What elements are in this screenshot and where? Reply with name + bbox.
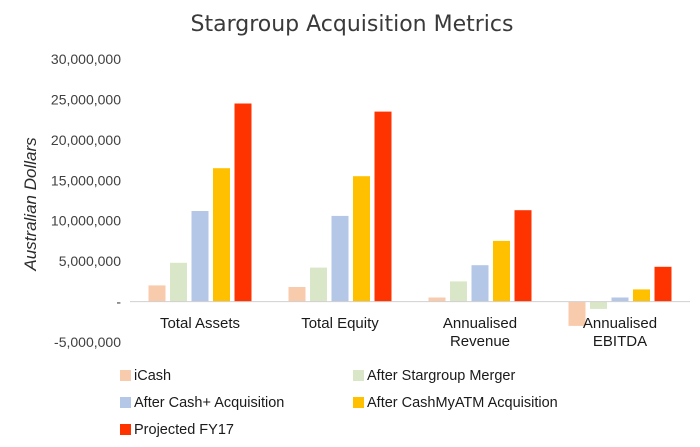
legend-label: After CashMyATM Acquisition (367, 395, 558, 411)
legend-swatch (120, 397, 131, 408)
bar-after-cashmyatm-acquisition (213, 168, 230, 302)
bar-after-cashmyatm-acquisition (633, 289, 650, 302)
bar-icash (428, 297, 446, 302)
y-tick-label: 20,000,000 (51, 132, 121, 148)
bar-after-cash-acquisition (191, 211, 209, 302)
legend-swatch (353, 397, 364, 408)
legend: iCash After Stargroup Merger After Cash+ A… (120, 368, 558, 438)
bar-icash (148, 285, 166, 302)
bar-icash (568, 301, 586, 326)
y-tick-label: 25,000,000 (51, 91, 121, 107)
bar-after-cash-acquisition (331, 215, 349, 302)
bar-after-stargroup-merger (170, 262, 187, 302)
bar-after-cashmyatm-acquisition (353, 176, 370, 302)
y-axis-ticks: 30,000,000 25,000,000 20,000,000 15,000,000… (51, 51, 121, 350)
y-tick-label: 15,000,000 (51, 172, 121, 188)
bar-projected-fy17 (374, 111, 392, 302)
bar-after-cash-acquisition (471, 265, 489, 302)
bars (148, 103, 672, 326)
y-tick-label: 5,000,000 (59, 253, 121, 269)
chart-title: Stargroup Acquisition Metrics (191, 12, 514, 37)
x-tick-label: Annualised (583, 315, 657, 332)
legend-swatch (353, 370, 364, 381)
x-tick-label: Annualised (443, 315, 517, 332)
bar-after-stargroup-merger (450, 281, 467, 302)
legend-label: After Stargroup Merger (367, 368, 515, 384)
bar-projected-fy17 (234, 103, 252, 302)
x-tick-label: EBITDA (593, 333, 647, 350)
bar-after-cashmyatm-acquisition (493, 240, 510, 302)
bar-projected-fy17 (514, 210, 532, 302)
legend-swatch (120, 424, 131, 435)
y-axis-label: Australian Dollars (21, 137, 40, 272)
x-tick-label: Total Assets (160, 315, 240, 332)
legend-label: After Cash+ Acquisition (134, 395, 284, 411)
bar-after-cash-acquisition (611, 297, 629, 302)
bar-icash (288, 287, 306, 302)
x-tick-label: Revenue (450, 333, 510, 350)
legend-swatch (120, 370, 131, 381)
y-tick-label: -5,000,000 (54, 334, 121, 350)
y-tick-label: 10,000,000 (51, 213, 121, 229)
x-axis-ticks: Total Assets Total Equity AnnualisedRevenu… (160, 315, 657, 350)
x-tick-label: Total Equity (301, 315, 379, 332)
bar-projected-fy17 (654, 266, 672, 302)
legend-label: iCash (134, 368, 171, 384)
y-tick-label: 30,000,000 (51, 51, 121, 67)
bar-after-stargroup-merger (590, 301, 607, 309)
legend-label: Projected FY17 (134, 422, 234, 438)
bar-after-stargroup-merger (310, 267, 327, 302)
y-tick-label: - (116, 294, 121, 310)
